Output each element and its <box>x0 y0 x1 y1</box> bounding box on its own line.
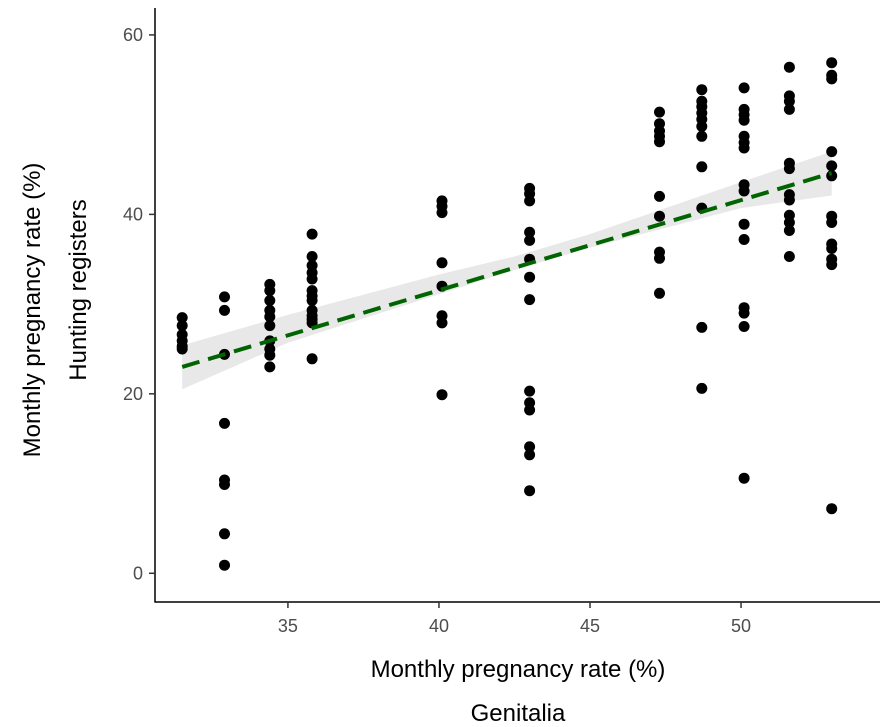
data-point <box>306 251 318 262</box>
data-point <box>524 195 536 207</box>
y-tick-label: 60 <box>123 25 143 45</box>
data-point <box>696 130 708 142</box>
data-point <box>524 385 536 397</box>
data-point <box>264 320 276 332</box>
data-point <box>738 114 750 126</box>
x-tick-label: 50 <box>731 616 751 636</box>
data-point <box>826 503 838 515</box>
data-point <box>783 95 795 107</box>
data-point <box>176 312 188 324</box>
data-point <box>436 207 448 219</box>
data-point <box>696 161 708 173</box>
x-axis-title-line1: Monthly pregnancy rate (%) <box>371 656 666 683</box>
data-point <box>696 120 708 132</box>
data-point <box>524 234 536 246</box>
data-point <box>524 404 536 416</box>
data-point <box>826 160 838 172</box>
data-point <box>524 226 536 238</box>
data-point <box>826 170 838 182</box>
data-point <box>524 449 536 461</box>
data-point <box>219 291 230 303</box>
data-point <box>524 485 536 497</box>
data-point <box>306 295 318 306</box>
data-point <box>264 361 276 373</box>
data-point <box>826 57 838 69</box>
data-point <box>524 294 536 306</box>
data-point <box>783 194 795 206</box>
data-point <box>654 210 665 222</box>
data-point <box>654 106 665 118</box>
data-point <box>436 317 448 329</box>
data-point <box>783 217 795 228</box>
data-point <box>306 273 318 285</box>
data-point <box>696 84 708 96</box>
data-point <box>826 146 838 158</box>
data-point <box>524 441 536 453</box>
data-point <box>738 321 750 332</box>
x-tick-label: 35 <box>278 616 298 636</box>
data-point <box>783 225 795 236</box>
data-point <box>738 142 750 154</box>
data-point <box>219 559 230 571</box>
data-point <box>176 343 188 355</box>
data-point <box>436 257 448 269</box>
x-axis-title-line2: Genitalia <box>471 700 566 727</box>
data-point <box>738 82 750 94</box>
data-point <box>306 353 318 365</box>
data-point <box>219 417 230 429</box>
data-point <box>524 271 536 283</box>
y-tick-label: 40 <box>123 204 143 224</box>
data-point <box>219 479 230 490</box>
data-point <box>738 185 750 197</box>
data-point <box>783 163 795 175</box>
data-point <box>738 218 750 230</box>
data-point <box>264 285 276 297</box>
x-tick-label: 45 <box>580 616 600 636</box>
points-layer <box>176 57 838 571</box>
data-point <box>696 321 708 333</box>
y-axis-title-line2: Hunting registers <box>65 199 92 380</box>
data-point <box>696 382 708 394</box>
data-point <box>436 389 448 401</box>
data-point <box>654 252 665 264</box>
data-point <box>219 528 230 540</box>
data-point <box>826 73 838 85</box>
data-point <box>738 234 750 245</box>
data-point <box>306 228 318 240</box>
data-point <box>826 243 838 254</box>
y-tick-label: 20 <box>123 384 143 404</box>
regression-fit-line <box>181 171 833 369</box>
data-point <box>738 472 750 484</box>
data-point <box>176 320 188 332</box>
data-point <box>654 136 665 148</box>
data-point <box>826 259 838 271</box>
data-point <box>264 349 276 361</box>
data-point <box>219 304 230 316</box>
data-point <box>264 295 276 306</box>
y-tick-label: 0 <box>133 563 143 583</box>
fit-line-layer <box>181 171 833 369</box>
data-point <box>783 103 795 115</box>
data-point <box>654 190 665 202</box>
data-point <box>654 287 665 299</box>
axes-layer: 35 40 45 50 0 20 40 60 <box>123 8 880 636</box>
data-point <box>826 217 838 228</box>
data-point <box>738 307 750 319</box>
data-point <box>783 251 795 262</box>
data-point <box>264 311 276 323</box>
x-tick-label: 40 <box>429 616 449 636</box>
y-axis-title-line1: Monthly pregnancy rate (%) <box>19 163 46 458</box>
data-point <box>783 61 795 73</box>
